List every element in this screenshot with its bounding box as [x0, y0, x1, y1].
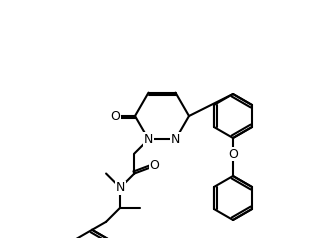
Text: O: O	[228, 148, 238, 160]
Text: N: N	[115, 181, 125, 194]
Text: N: N	[144, 133, 153, 146]
Text: O: O	[110, 109, 120, 123]
Text: N: N	[171, 133, 180, 146]
Text: O: O	[149, 159, 159, 172]
